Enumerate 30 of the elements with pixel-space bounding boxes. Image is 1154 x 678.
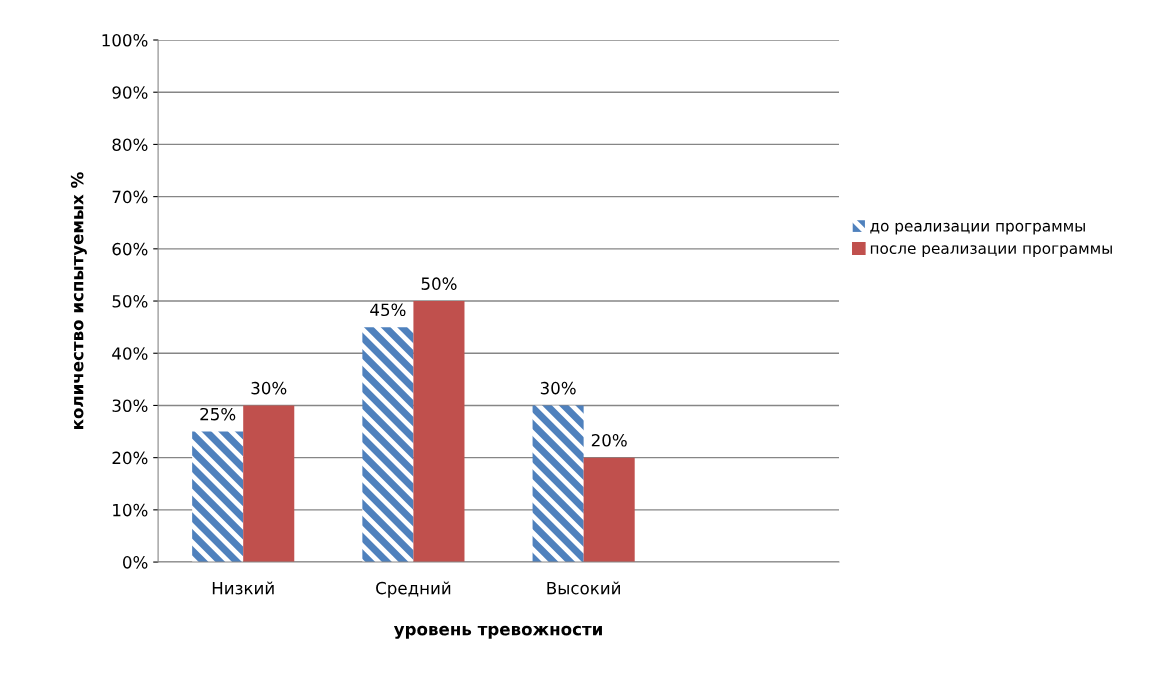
x-tick-label: Средний [376, 581, 451, 598]
y-tick-label: 60% [112, 242, 148, 256]
legend-label: после реализации программы [870, 245, 1112, 257]
y-tick-label: 40% [112, 347, 148, 360]
y-tick-label: 50% [112, 294, 148, 308]
data-label: 25% [200, 407, 236, 421]
y-tick-label: 20% [112, 451, 148, 465]
data-label: 45% [370, 303, 406, 317]
data-label: 50% [421, 277, 457, 290]
x-tick-label: Низкий [212, 581, 274, 595]
y-tick-label: 70% [112, 190, 148, 204]
y-tick-label: 100% [102, 33, 148, 47]
y-tick-label: 10% [113, 503, 148, 517]
y-tick-label: 80% [112, 138, 148, 151]
x-axis-title: уровень тревожности [393, 625, 602, 639]
bar [243, 405, 295, 563]
bar [532, 405, 584, 563]
bar [362, 327, 414, 563]
y-tick-label: 90% [112, 86, 148, 99]
bar [413, 301, 465, 563]
data-label: 20% [591, 433, 627, 447]
y-axis-title: количество испытуемых % [70, 172, 87, 429]
x-tick-label: Высокий [547, 581, 620, 595]
data-label: 30% [540, 381, 576, 395]
y-tick-label: 0% [123, 556, 148, 569]
bar [583, 457, 635, 563]
y-tick-label: 30% [112, 399, 148, 413]
legend-label: до реализации программы [870, 222, 1085, 235]
data-label: 30% [251, 381, 287, 395]
bar [192, 431, 244, 563]
